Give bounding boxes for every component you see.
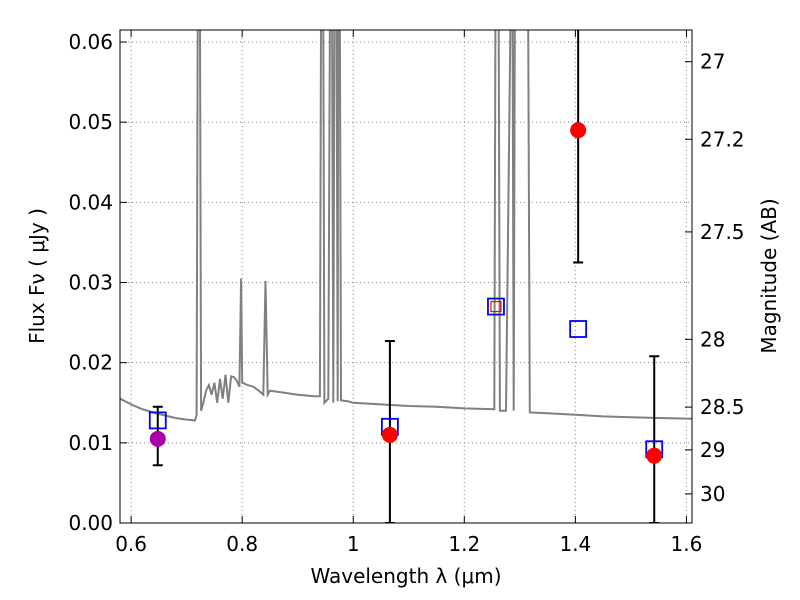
y-axis-title: Flux Fν ( μJy )	[25, 208, 49, 344]
x-tick-label: 1	[347, 532, 360, 556]
y-tick-label: 0.00	[68, 511, 113, 535]
y-tick-label: 0.06	[68, 30, 113, 54]
x-axis-ticks: 0.6 0.8 1 1.2 1.4 1.6	[115, 30, 702, 556]
observed-points	[149, 122, 663, 464]
x-tick-label: 0.6	[115, 532, 147, 556]
grid-lines	[120, 30, 692, 523]
x-tick-label: 0.8	[226, 532, 258, 556]
x-tick-label: 1.2	[448, 532, 480, 556]
right-axis-title: Magnitude (AB)	[757, 198, 781, 353]
model-point	[148, 411, 167, 430]
right-axis-ticks: 27 27.2 27.5 28 28.5 29 30	[685, 50, 745, 506]
x-tick-label: 1.6	[671, 532, 703, 556]
right-tick-label: 28.5	[700, 395, 745, 419]
observed-point	[570, 122, 587, 139]
model-point-inner	[490, 300, 502, 313]
observed-point	[149, 430, 166, 447]
y-tick-label: 0.05	[68, 110, 113, 134]
x-tick-label: 1.4	[559, 532, 591, 556]
plot-frame	[119, 29, 693, 524]
right-tick-label: 29	[700, 438, 725, 462]
y-tick-label: 0.02	[68, 351, 113, 375]
right-tick-label: 30	[700, 482, 725, 506]
right-tick-label: 27	[700, 50, 725, 74]
template-spectrum-line	[120, 30, 692, 422]
model-point	[487, 297, 505, 316]
right-tick-label: 28	[700, 327, 725, 351]
error-bars	[152, 30, 660, 523]
observed-point	[646, 447, 663, 464]
right-tick-label: 27.2	[700, 127, 745, 151]
plot-area	[120, 30, 692, 523]
model-point	[569, 320, 588, 338]
y-tick-label: 0.01	[68, 431, 113, 455]
y-axis-ticks: 0.00 0.01 0.02 0.03 0.04 0.05 0.06	[68, 30, 127, 535]
observed-point	[381, 426, 398, 443]
y-tick-label: 0.03	[68, 271, 113, 295]
y-tick-label: 0.04	[68, 190, 113, 214]
right-tick-label: 27.5	[700, 220, 745, 244]
x-axis-title: Wavelength λ (μm)	[310, 564, 501, 588]
